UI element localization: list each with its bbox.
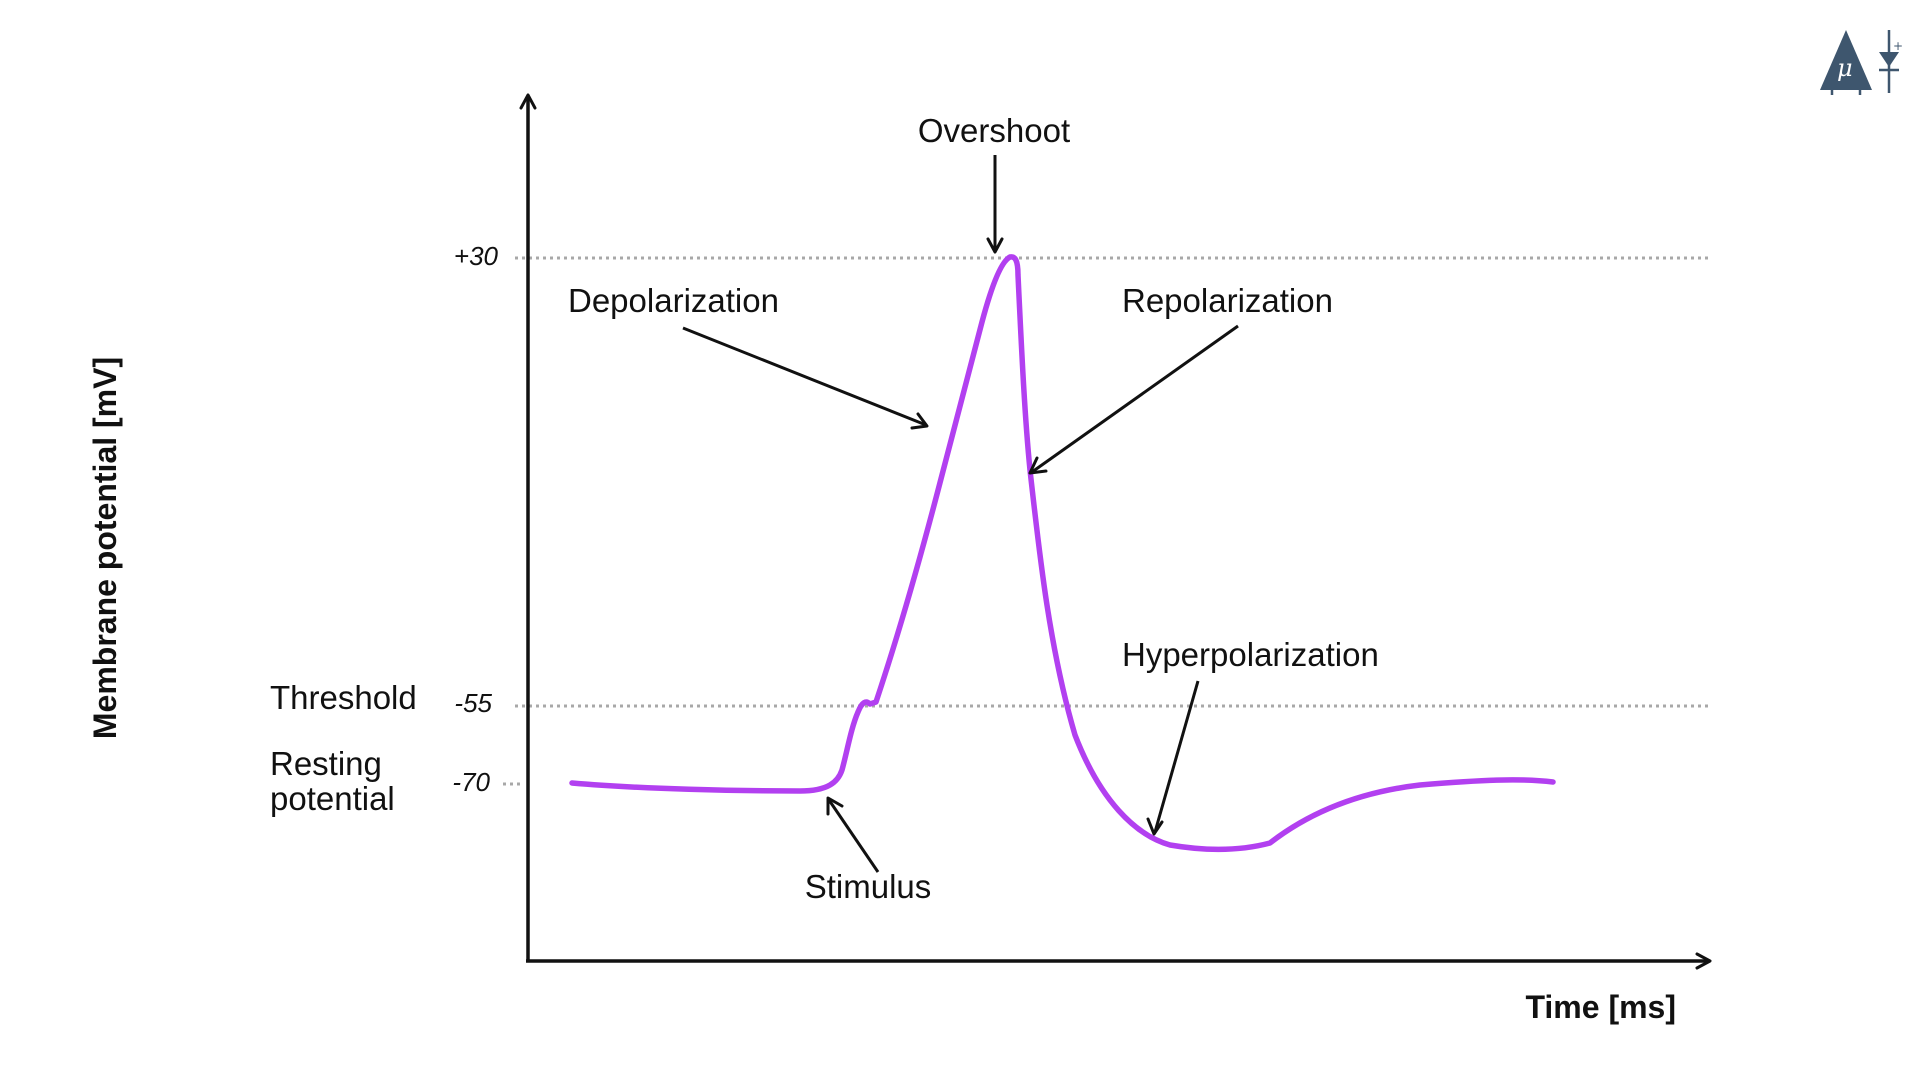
y-axis-arrowhead — [519, 93, 537, 110]
stimulus-label: Stimulus — [805, 868, 932, 905]
tick-label-minus70: -70 — [452, 767, 490, 797]
resting-potential-label-line-2: potential — [270, 780, 395, 817]
svg-text:+: + — [1893, 39, 1903, 53]
action-potential-curve — [569, 254, 1556, 853]
repolarization-label: Repolarization — [1122, 282, 1333, 319]
overshoot-label: Overshoot — [918, 112, 1070, 149]
repolarization-arrow — [1028, 324, 1239, 475]
hyperpolarization-arrow — [1146, 680, 1200, 836]
tick-label-minus55: -55 — [454, 688, 492, 718]
hyperpolarization-label: Hyperpolarization — [1122, 636, 1379, 673]
x-axis-label: Time [ms] — [1525, 989, 1676, 1025]
svg-text:μ: μ — [1837, 54, 1853, 82]
stimulus-arrow — [826, 796, 880, 873]
overshoot-arrow — [986, 155, 1004, 254]
depolarization-label: Depolarization — [568, 282, 779, 319]
y-axis-label: Membrane potential [mV] — [87, 357, 123, 739]
x-axis-arrowhead — [1695, 952, 1712, 970]
resting-potential-label: Resting potential — [270, 745, 395, 817]
depolarization-arrow — [682, 326, 929, 430]
neuron-and-diode-logo-icon: μ + — [1820, 30, 1903, 95]
resting-potential-label-line-1: Resting — [270, 745, 382, 782]
tick-label-plus30: +30 — [454, 241, 499, 271]
threshold-label: Threshold — [270, 679, 417, 716]
